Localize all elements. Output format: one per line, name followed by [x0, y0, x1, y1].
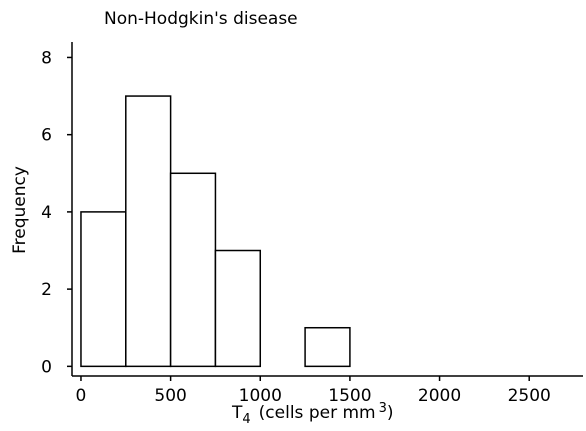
x-axis-label: T4 (cells per mm 3): [231, 401, 394, 427]
x-tick-label: 0: [76, 386, 87, 406]
x-tick-label: 1000: [239, 386, 282, 406]
y-tick-label: 4: [41, 203, 52, 223]
x-tick-label: 500: [154, 386, 186, 406]
y-tick-label: 8: [41, 48, 52, 68]
histogram-bar: [169, 172, 217, 368]
histogram-bars: [80, 95, 351, 368]
x-tick-label: 1500: [328, 386, 371, 406]
x-tick-label: 2000: [418, 386, 461, 406]
y-axis-ticks: 0 2 4 6 8: [41, 48, 72, 377]
y-tick-label: 0: [41, 357, 52, 377]
x-axis-label-subscript: 4: [242, 412, 250, 427]
x-axis-label-superscript: 3: [379, 401, 387, 416]
x-axis-label-unit: (cells per mm: [259, 403, 376, 423]
x-tick-label: 2500: [508, 386, 551, 406]
histogram-bar: [304, 326, 351, 368]
y-tick-label: 2: [41, 280, 52, 300]
y-tick-label: 6: [41, 126, 52, 146]
x-axis-label-closing: ): [387, 403, 394, 423]
histogram-bar: [80, 211, 127, 368]
x-axis-label-main: T: [231, 403, 243, 423]
histogram-bar: [214, 249, 262, 368]
chart-title: Non-Hodgkin's disease: [104, 9, 298, 29]
y-axis-label: Frequency: [10, 166, 30, 254]
x-axis-ticks: 0 500 1000 1500 2000 2500: [76, 376, 551, 406]
histogram-bar: [125, 95, 172, 368]
